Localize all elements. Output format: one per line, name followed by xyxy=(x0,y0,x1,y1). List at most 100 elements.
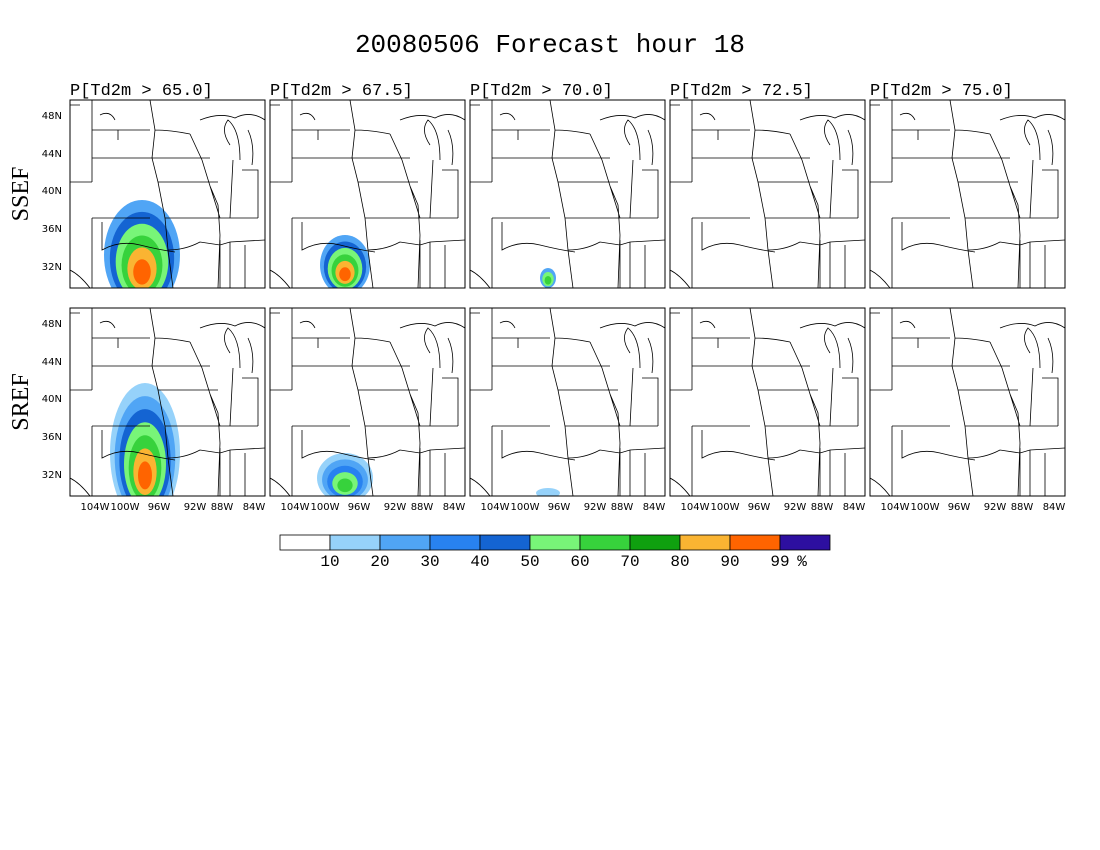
panel-frame xyxy=(469,99,666,289)
panel-frame xyxy=(69,99,266,289)
panel-title: P[Td2m > 67.5] xyxy=(270,82,413,101)
probability-area xyxy=(544,276,552,285)
lat-label: 48N xyxy=(42,319,62,330)
colorbar-box xyxy=(529,534,581,551)
lon-label: 84W xyxy=(843,502,866,513)
panel-frame xyxy=(469,307,666,497)
lon-label: 92W xyxy=(184,502,207,513)
probability-area xyxy=(337,478,353,493)
panel-frame xyxy=(69,307,266,497)
map-panel xyxy=(670,100,865,288)
lon-label: 96W xyxy=(948,502,971,513)
colorbar-box xyxy=(429,534,481,551)
colorbar-label: 80 xyxy=(670,553,689,571)
lon-label: 88W xyxy=(611,502,634,513)
lon-label: 96W xyxy=(148,502,171,513)
panel-frame xyxy=(869,99,1066,289)
map-panel xyxy=(270,308,465,496)
panel-frame xyxy=(669,307,866,497)
colorbar-box xyxy=(479,534,531,551)
panel-title: P[Td2m > 72.5] xyxy=(670,82,813,101)
lon-label: 100W xyxy=(911,502,940,513)
probability-area xyxy=(339,267,351,282)
lon-label: 88W xyxy=(1011,502,1034,513)
lat-label: 32N xyxy=(42,262,62,273)
colorbar-label: 30 xyxy=(420,553,439,571)
lon-label: 92W xyxy=(784,502,807,513)
colorbar-box xyxy=(329,534,381,551)
colorbar-box xyxy=(729,534,781,551)
state-borders xyxy=(670,100,865,288)
state-borders xyxy=(270,308,465,496)
lon-label: 100W xyxy=(311,502,340,513)
map-panel xyxy=(870,100,1065,288)
state-borders xyxy=(470,100,665,288)
state-borders xyxy=(70,100,265,288)
map-panel xyxy=(870,308,1065,496)
colorbar-label: 60 xyxy=(570,553,589,571)
map-panel xyxy=(670,308,865,496)
lat-label: 48N xyxy=(42,111,62,122)
lon-label: 84W xyxy=(243,502,266,513)
title: 20080506 Forecast hour 18 xyxy=(355,30,745,60)
state-borders xyxy=(470,308,665,496)
panel-frame xyxy=(869,307,1066,497)
map-panel xyxy=(270,100,465,288)
probability-area xyxy=(133,259,151,285)
colorbar-label: 50 xyxy=(520,553,539,571)
map-panel xyxy=(470,308,665,496)
lon-label: 88W xyxy=(811,502,834,513)
lon-label: 104W xyxy=(881,502,910,513)
map-panel xyxy=(470,100,665,288)
lat-label: 32N xyxy=(42,470,62,481)
lon-label: 104W xyxy=(81,502,110,513)
lon-label: 104W xyxy=(681,502,710,513)
colorbar-box xyxy=(379,534,431,551)
lon-label: 92W xyxy=(384,502,407,513)
colorbar-box xyxy=(579,534,631,551)
lon-label: 88W xyxy=(211,502,234,513)
panel-frame xyxy=(269,307,466,497)
lat-label: 44N xyxy=(42,357,62,368)
map-panel xyxy=(70,100,265,288)
colorbar-box xyxy=(279,534,331,551)
lon-label: 96W xyxy=(348,502,371,513)
colorbar-box xyxy=(779,534,831,551)
colorbar-label: % xyxy=(797,553,807,571)
lon-label: 96W xyxy=(748,502,771,513)
lon-label: 92W xyxy=(984,502,1007,513)
panel-frame xyxy=(269,99,466,289)
row-label: SSEF xyxy=(8,167,34,222)
lon-label: 104W xyxy=(281,502,310,513)
state-borders xyxy=(670,308,865,496)
lon-label: 100W xyxy=(511,502,540,513)
lon-label: 92W xyxy=(584,502,607,513)
colorbar-label: 20 xyxy=(370,553,389,571)
state-borders xyxy=(270,100,465,288)
colorbar-label: 90 xyxy=(720,553,739,571)
lat-label: 44N xyxy=(42,149,62,160)
lon-label: 84W xyxy=(1043,502,1066,513)
probability-area xyxy=(138,461,152,490)
state-borders xyxy=(870,308,1065,496)
lat-label: 40N xyxy=(42,394,62,405)
colorbar-box xyxy=(629,534,681,551)
lon-label: 104W xyxy=(481,502,510,513)
lon-label: 84W xyxy=(443,502,466,513)
panel-title: P[Td2m > 65.0] xyxy=(70,82,213,101)
state-borders xyxy=(870,100,1065,288)
lon-label: 84W xyxy=(643,502,666,513)
state-borders xyxy=(70,308,265,496)
panel-title: P[Td2m > 70.0] xyxy=(470,82,613,101)
panel-frame xyxy=(669,99,866,289)
lon-label: 96W xyxy=(548,502,571,513)
colorbar-label: 10 xyxy=(320,553,339,571)
row-label: SREF xyxy=(8,373,34,430)
probability-area xyxy=(536,488,560,496)
lon-label: 100W xyxy=(111,502,140,513)
panel-title: P[Td2m > 75.0] xyxy=(870,82,1013,101)
lat-label: 36N xyxy=(42,432,62,443)
lat-label: 36N xyxy=(42,224,62,235)
